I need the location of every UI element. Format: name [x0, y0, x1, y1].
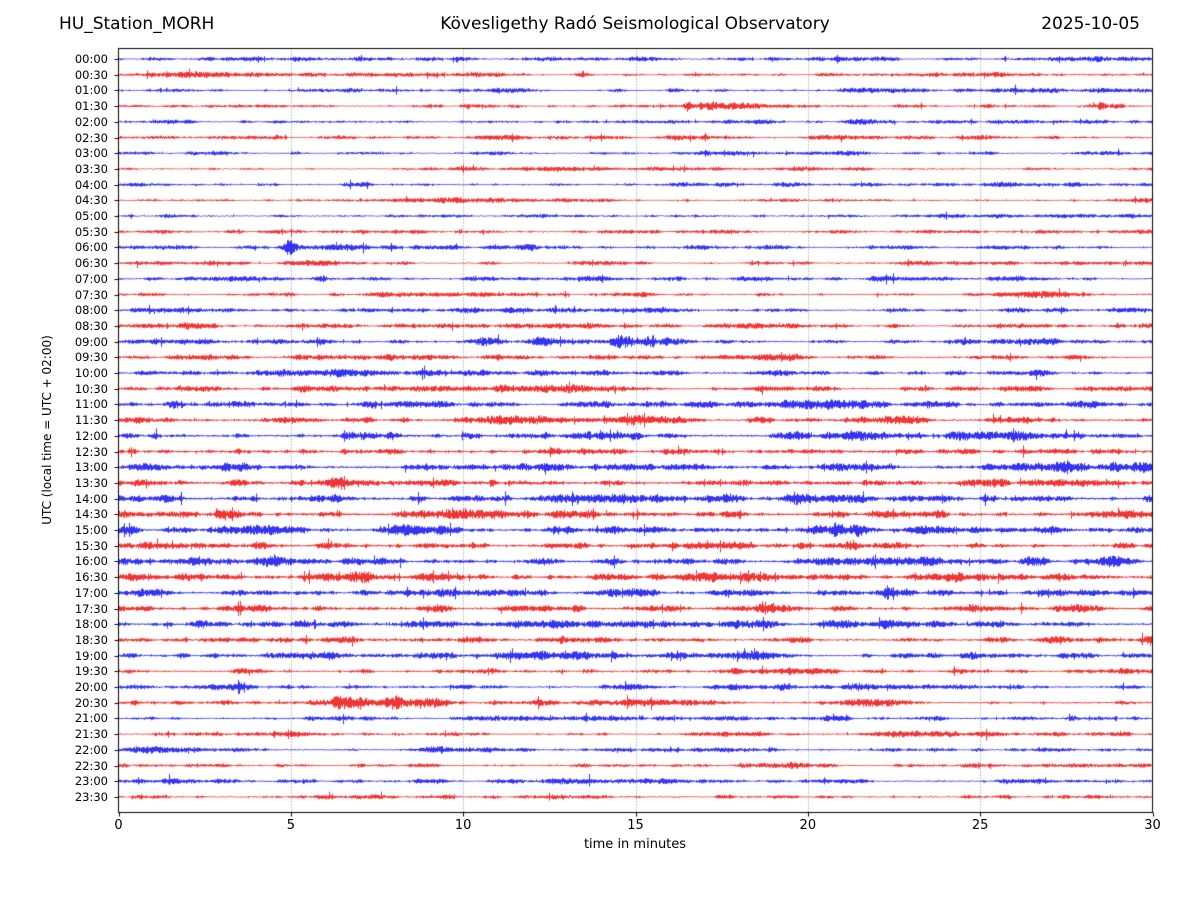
row-label: 20:00: [74, 680, 108, 694]
row-label: 01:00: [74, 83, 108, 98]
x-tick-label: 10: [454, 818, 472, 833]
observatory-title: Kövesligethy Radó Seismological Observat…: [440, 14, 830, 34]
row-label: 18:00: [74, 617, 108, 632]
x-tick-label: 15: [627, 818, 644, 833]
row-label: 12:00: [74, 428, 108, 443]
row-label: 04:30: [74, 193, 108, 208]
row-label: 08:00: [74, 303, 108, 318]
row-label: 02:00: [74, 114, 108, 129]
row-label: 07:30: [74, 287, 108, 302]
x-tick-label: 0: [114, 818, 123, 833]
row-label: 13:30: [74, 475, 108, 490]
date-title: 2025-10-05: [1041, 14, 1140, 34]
row-label: 09:00: [74, 334, 108, 349]
y-axis-label: UTC (local time = UTC + 02:00): [40, 335, 54, 525]
row-label: 05:30: [74, 224, 108, 239]
row-label: 23:30: [74, 789, 108, 804]
row-label: 17:00: [74, 585, 108, 600]
row-label: 17:30: [74, 601, 108, 616]
x-axis-label: time in minutes: [583, 837, 687, 852]
row-label: 14:00: [74, 491, 108, 506]
row-label: 20:30: [74, 695, 108, 710]
row-label: 07:00: [74, 271, 108, 286]
row-label: 18:30: [74, 632, 108, 647]
row-label: 14:30: [74, 507, 108, 522]
x-tick-label: 5: [286, 818, 295, 833]
row-label: 21:30: [74, 727, 108, 742]
row-label: 21:00: [74, 711, 108, 726]
row-label: 16:00: [74, 554, 108, 569]
row-label: 04:00: [74, 177, 108, 192]
row-label: 06:30: [74, 256, 108, 271]
row-label: 19:30: [74, 664, 108, 679]
x-tick-label: 20: [799, 818, 817, 833]
row-label: 15:30: [74, 538, 108, 553]
row-label: 13:00: [74, 460, 108, 475]
row-label: 10:30: [74, 381, 108, 396]
row-label: 16:30: [74, 570, 108, 585]
row-label: 11:00: [74, 397, 108, 412]
row-label: 00:00: [74, 52, 108, 66]
row-label: 11:30: [74, 413, 108, 428]
row-label: 19:00: [74, 648, 108, 663]
x-tick-label: 25: [971, 818, 989, 833]
row-label: 00:30: [74, 67, 108, 82]
row-label: 05:00: [74, 209, 108, 223]
row-label: 23:00: [74, 774, 108, 789]
row-label: 15:00: [74, 523, 108, 537]
station-title: HU_Station_MORH: [59, 14, 215, 34]
row-label: 02:30: [74, 130, 108, 145]
x-tick-label: 30: [1144, 818, 1161, 833]
row-label: 12:30: [74, 444, 108, 459]
row-label: 08:30: [74, 318, 108, 333]
row-label: 03:00: [74, 146, 108, 161]
row-label: 06:00: [74, 240, 108, 255]
row-label: 22:30: [74, 758, 108, 773]
row-label: 03:30: [74, 161, 108, 176]
row-label: 09:30: [74, 350, 108, 365]
row-label: 01:30: [74, 99, 108, 114]
row-label: 22:00: [74, 742, 108, 757]
row-label: 10:00: [74, 366, 108, 380]
